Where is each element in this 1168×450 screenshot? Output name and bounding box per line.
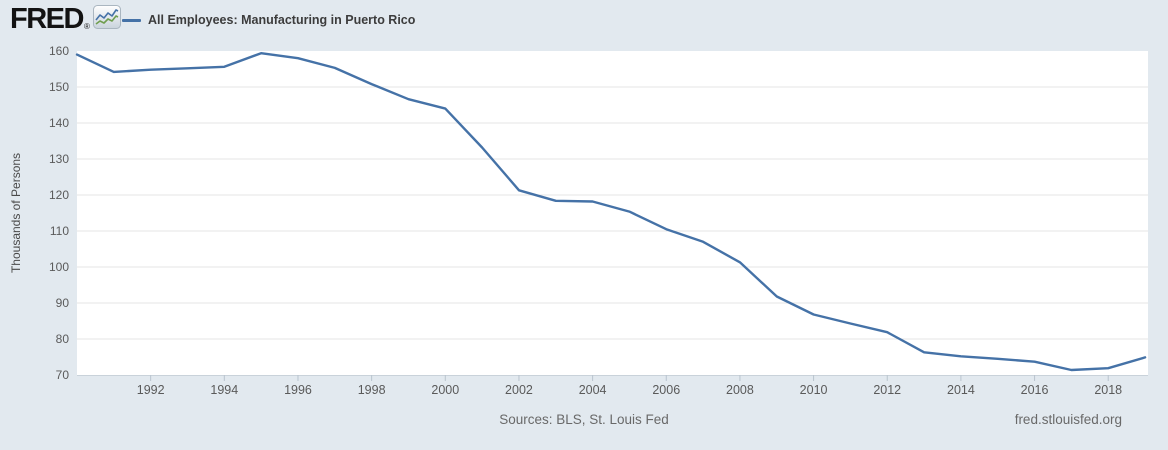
y-tick-label: 110 bbox=[50, 224, 69, 238]
legend-item-series-1[interactable]: All Employees: Manufacturing in Puerto R… bbox=[122, 0, 415, 40]
fred-site-link[interactable]: fred.stlouisfed.org bbox=[1014, 412, 1122, 427]
x-tick-label: 2006 bbox=[652, 383, 680, 397]
x-tick-label: 2018 bbox=[1094, 383, 1122, 397]
fred-logo[interactable]: FRED ® bbox=[10, 4, 121, 34]
x-tick-label: 2016 bbox=[1021, 383, 1049, 397]
plot-background bbox=[77, 51, 1148, 375]
fred-sparkline-icon bbox=[92, 4, 121, 34]
y-tick-label: 120 bbox=[49, 188, 69, 202]
registered-trademark-symbol: ® bbox=[83, 22, 90, 31]
x-tick-label: 2014 bbox=[947, 383, 975, 397]
y-tick-label: 160 bbox=[49, 44, 69, 58]
x-tick-label: 2010 bbox=[800, 383, 828, 397]
x-tick-label: 1994 bbox=[210, 383, 238, 397]
y-tick-label: 130 bbox=[49, 152, 69, 166]
chart-header: FRED ® All Employees: Manufa bbox=[0, 0, 1168, 42]
x-tick-label: 2012 bbox=[873, 383, 901, 397]
y-tick-label: 140 bbox=[49, 116, 69, 130]
y-axis-title: Thousands of Persons bbox=[9, 153, 23, 273]
data-series-line[interactable] bbox=[75, 52, 1147, 372]
x-tick-label: 2004 bbox=[579, 383, 607, 397]
y-tick-label: 70 bbox=[56, 368, 70, 382]
x-tick-label: 2008 bbox=[726, 383, 754, 397]
y-tick-label: 150 bbox=[49, 80, 69, 94]
legend-series-label: All Employees: Manufacturing in Puerto R… bbox=[148, 13, 416, 27]
legend-line-swatch bbox=[122, 18, 141, 22]
y-tick-label: 100 bbox=[49, 260, 69, 274]
y-tick-label: 80 bbox=[56, 332, 70, 346]
x-tick-label: 1992 bbox=[137, 383, 165, 397]
fred-logo-text: FRED bbox=[10, 3, 84, 35]
sources-attribution-text: Sources: BLS, St. Louis Fed bbox=[499, 412, 669, 427]
x-tick-label: 1996 bbox=[284, 383, 312, 397]
x-tick-label: 2002 bbox=[505, 383, 533, 397]
y-tick-label: 90 bbox=[56, 296, 70, 310]
x-tick-label: 1998 bbox=[358, 383, 386, 397]
x-tick-label: 2000 bbox=[431, 383, 459, 397]
